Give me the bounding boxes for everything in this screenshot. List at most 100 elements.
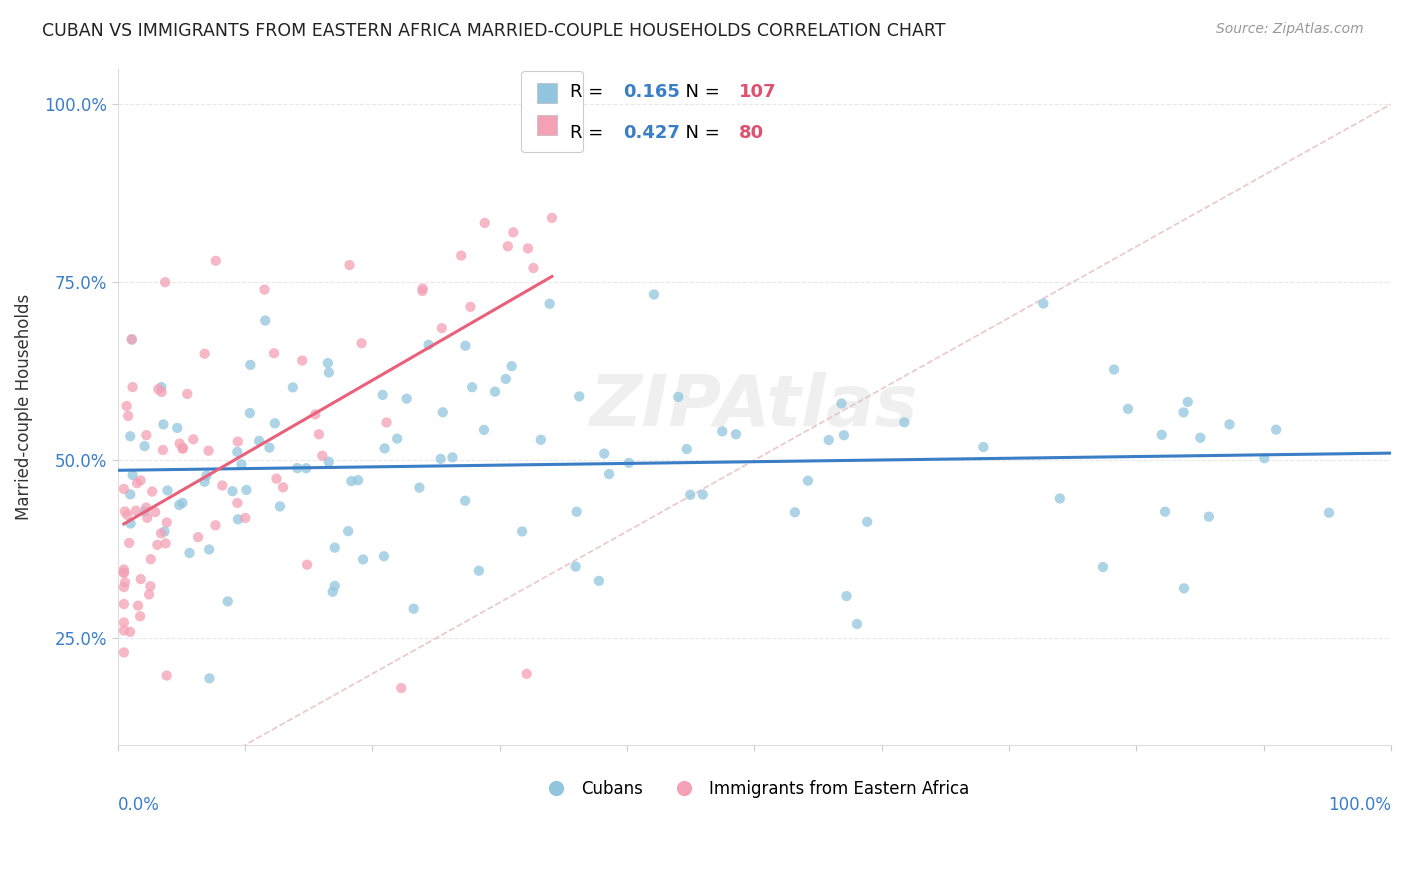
Point [418, 338, 440, 352]
Point [153, 524, 176, 539]
Point [152, 417, 174, 432]
Point [235, 511, 257, 525]
Point [323, 579, 346, 593]
Point [598, 467, 620, 481]
Point [153, 275, 176, 289]
Point [510, 524, 533, 539]
Point [129, 572, 152, 586]
Point [411, 284, 433, 298]
Text: N =: N = [673, 124, 725, 142]
Point [181, 432, 204, 446]
Point [588, 574, 610, 588]
Point [472, 423, 495, 437]
Point [304, 408, 326, 422]
Point [311, 449, 333, 463]
Point [198, 542, 221, 557]
Point [1265, 423, 1288, 437]
Text: 0.165: 0.165 [623, 83, 681, 101]
Point [692, 487, 714, 501]
Point [1218, 417, 1240, 432]
Point [179, 546, 201, 560]
Point [167, 498, 190, 512]
Point [136, 511, 159, 525]
Point [148, 382, 170, 396]
Text: R =: R = [569, 124, 609, 142]
Point [972, 440, 994, 454]
Point [114, 575, 136, 590]
Text: 80: 80 [740, 124, 763, 142]
Point [783, 505, 806, 519]
Point [797, 474, 820, 488]
Point [114, 504, 136, 518]
Point [239, 406, 262, 420]
Point [495, 372, 517, 386]
Text: 0.0%: 0.0% [118, 796, 159, 814]
Point [156, 516, 179, 530]
Point [316, 356, 339, 370]
Point [496, 239, 519, 253]
Text: N =: N = [673, 83, 725, 101]
Point [832, 428, 855, 442]
Point [389, 681, 412, 695]
Point [226, 512, 249, 526]
Point [125, 503, 148, 517]
Point [1032, 296, 1054, 310]
Point [129, 474, 152, 488]
Point [831, 396, 853, 410]
Point [350, 336, 373, 351]
Point [129, 609, 152, 624]
Point [1150, 427, 1173, 442]
Point [318, 455, 340, 469]
Point [432, 405, 454, 419]
Point [484, 384, 506, 399]
Point [221, 484, 243, 499]
Point [724, 427, 747, 442]
Point [156, 483, 179, 498]
Point [565, 505, 588, 519]
Point [1116, 401, 1139, 416]
Point [204, 518, 226, 533]
Point [450, 249, 472, 263]
Point [516, 241, 538, 255]
Point [135, 500, 157, 515]
Point [263, 417, 285, 431]
Point [217, 594, 239, 608]
Point [337, 524, 360, 538]
Point [135, 428, 157, 442]
Point [1253, 451, 1275, 466]
Point [118, 536, 141, 550]
Point [204, 253, 226, 268]
Point [429, 451, 451, 466]
Point [150, 526, 173, 541]
Point [516, 666, 538, 681]
Point [195, 468, 218, 483]
Text: R =: R = [569, 83, 609, 101]
Point [1102, 362, 1125, 376]
Point [1177, 395, 1199, 409]
Point [347, 473, 370, 487]
Point [339, 258, 361, 272]
Point [121, 332, 143, 346]
Point [454, 493, 477, 508]
Point [1091, 560, 1114, 574]
Point [281, 380, 304, 394]
Point [112, 562, 135, 576]
Point [120, 624, 142, 639]
Text: Source: ZipAtlas.com: Source: ZipAtlas.com [1216, 22, 1364, 37]
Point [166, 421, 188, 435]
Point [198, 672, 221, 686]
Point [150, 384, 173, 399]
Point [1049, 491, 1071, 506]
Point [430, 321, 453, 335]
Point [112, 624, 135, 638]
Point [172, 442, 194, 456]
Point [125, 476, 148, 491]
Point [155, 536, 177, 550]
Point [522, 260, 544, 275]
Point [156, 668, 179, 682]
Point [308, 427, 330, 442]
Point [679, 488, 702, 502]
Point [120, 516, 142, 531]
Point [617, 456, 640, 470]
Point [675, 442, 697, 456]
